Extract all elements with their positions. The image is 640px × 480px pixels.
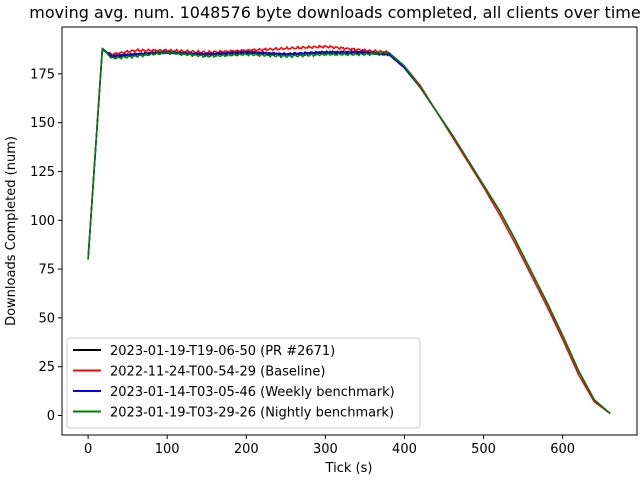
y-tick-label: 50 [38, 311, 55, 326]
y-tick-label: 0 [47, 409, 55, 424]
x-tick-label: 300 [313, 442, 338, 457]
y-tick-label: 175 [30, 67, 55, 82]
y-tick-label: 100 [30, 214, 55, 229]
chart-title: moving avg. num. 1048576 byte downloads … [29, 3, 640, 22]
y-tick-label: 25 [38, 360, 55, 375]
series-layer [87, 44, 611, 415]
x-axis: 0 100 200 300 400 500 600 [84, 435, 575, 457]
y-tick-label: 75 [38, 263, 55, 278]
legend: 2023-01-19-T19-06-50 (PR #2671) 2022-11-2… [66, 337, 421, 429]
x-tick-label: 600 [550, 442, 575, 457]
legend-entry: 2023-01-14-T03-05-46 (Weekly benchmark) [110, 385, 395, 400]
series-line [87, 47, 611, 415]
y-axis-label: Downloads Completed (num) [4, 136, 19, 326]
y-axis: 0 25 50 75 100 125 150 175 [30, 67, 62, 424]
legend-entry: 2023-01-19-T19-06-50 (PR #2671) [110, 344, 335, 359]
x-tick-label: 100 [155, 442, 180, 457]
legend-box [66, 337, 421, 429]
x-tick-label: 400 [392, 442, 417, 457]
x-axis-label: Tick (s) [325, 461, 373, 476]
legend-entry: 2023-01-19-T03-29-26 (Nightly benchmark) [110, 406, 394, 421]
y-tick-label: 150 [30, 116, 55, 131]
legend-items: 2023-01-19-T19-06-50 (PR #2671) 2022-11-2… [73, 344, 395, 421]
x-tick-label: 500 [471, 442, 496, 457]
x-tick-label: 0 [84, 442, 92, 457]
x-tick-label: 200 [234, 442, 259, 457]
y-tick-label: 125 [30, 165, 55, 180]
legend-entry: 2022-11-24-T00-54-29 (Baseline) [110, 365, 325, 380]
